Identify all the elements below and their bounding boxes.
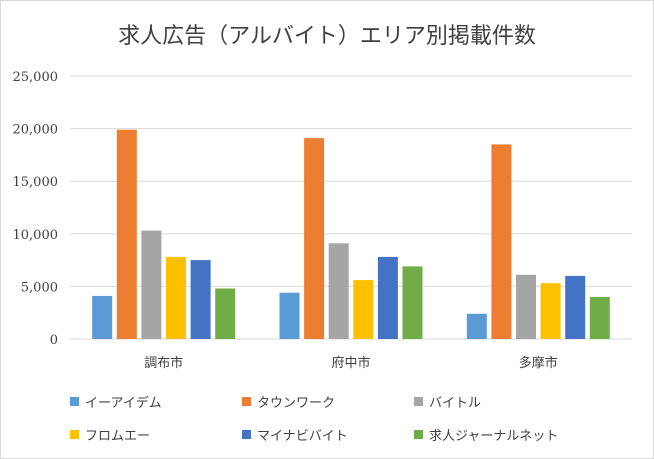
legend-swatch bbox=[242, 397, 251, 406]
legend-swatch bbox=[414, 430, 423, 439]
legend-swatch bbox=[70, 430, 79, 439]
y-tick-label: 20,000 bbox=[13, 123, 59, 138]
bar bbox=[279, 292, 300, 339]
x-tick-label: 府中市 bbox=[331, 355, 370, 371]
bar bbox=[516, 274, 536, 339]
bar bbox=[377, 256, 398, 339]
legend-item: バイトル bbox=[414, 392, 586, 411]
bar bbox=[141, 230, 162, 339]
bar bbox=[215, 288, 236, 339]
legend-label: バイトル bbox=[429, 396, 482, 411]
bar bbox=[190, 260, 211, 339]
y-tick-label: 0 bbox=[50, 333, 58, 348]
legend-label: イーアイデム bbox=[85, 396, 162, 411]
legend-label: 求人ジャーナルネット bbox=[429, 429, 559, 444]
bar bbox=[116, 129, 137, 339]
bar bbox=[328, 243, 349, 339]
bar bbox=[353, 280, 374, 339]
legend-label: タウンワーク bbox=[257, 396, 336, 411]
bar bbox=[565, 275, 586, 339]
legend-item: マイナビバイト bbox=[242, 425, 414, 444]
legend-swatch bbox=[70, 397, 79, 406]
legend-item: タウンワーク bbox=[242, 392, 414, 411]
x-tick-label: 多摩市 bbox=[519, 355, 558, 371]
bar bbox=[166, 256, 186, 339]
y-tick-label: 10,000 bbox=[13, 228, 59, 243]
bar bbox=[540, 283, 561, 339]
legend-swatch bbox=[242, 430, 251, 439]
bar bbox=[466, 313, 487, 339]
legend: イーアイデム タウンワーク バイトルフロムエー マイナビバイト 求人ジャーナルネット bbox=[70, 392, 630, 444]
legend-item: イーアイデム bbox=[70, 392, 242, 411]
x-tick-label: 調布市 bbox=[144, 355, 183, 371]
y-tick-label: 25,000 bbox=[13, 70, 59, 85]
bar bbox=[589, 296, 610, 339]
bar bbox=[491, 144, 512, 339]
legend-swatch bbox=[414, 397, 423, 406]
legend-label: マイナビバイト bbox=[257, 429, 348, 444]
legend-item: フロムエー bbox=[70, 425, 242, 444]
legend-label: フロムエー bbox=[85, 429, 151, 444]
bar bbox=[304, 138, 325, 339]
legend-item: 求人ジャーナルネット bbox=[414, 425, 586, 444]
y-tick-label: 5,000 bbox=[21, 280, 58, 295]
bar bbox=[92, 295, 113, 339]
bar bbox=[402, 266, 423, 339]
y-tick-label: 15,000 bbox=[13, 175, 59, 190]
chart-title: 求人広告（アルバイト）エリア別掲載件数 bbox=[118, 24, 536, 49]
